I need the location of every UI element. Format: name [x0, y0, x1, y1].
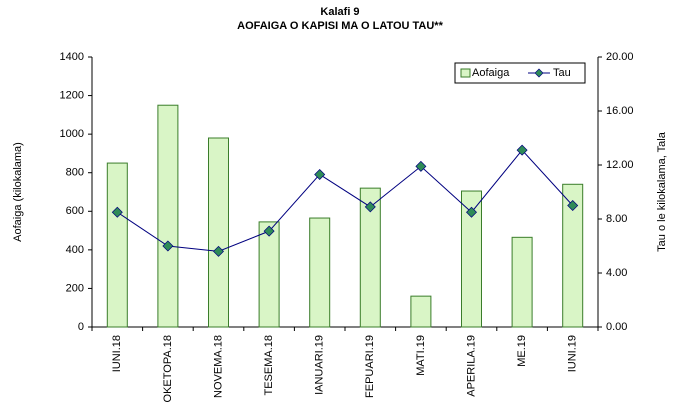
bar	[410, 295, 432, 328]
chart-title: Kalafi 9	[320, 6, 359, 18]
legend-box	[454, 62, 586, 84]
y2-tick-label: 12.00	[606, 159, 634, 171]
y2-tick-label: 0.00	[606, 321, 627, 333]
y-tick-label: 800	[66, 167, 84, 179]
chart-subtitle: AOFAIGA O KAPISI MA O LATOU TAU**	[237, 20, 443, 32]
marker	[567, 200, 579, 211]
y-tick-label: 1000	[60, 128, 84, 140]
y-tick-label: 600	[66, 205, 84, 217]
y-tick-label: 1400	[60, 51, 84, 63]
bar	[258, 221, 280, 328]
bar	[157, 104, 179, 328]
bar	[562, 183, 584, 328]
bar	[359, 187, 381, 328]
y-tick-label: 1200	[60, 89, 84, 101]
marker	[516, 144, 528, 156]
legend-marker	[534, 68, 544, 78]
x-tick-label: APERILA.19	[465, 335, 477, 397]
y-tick-label: 0	[78, 321, 84, 333]
x-tick-label: ME.19	[516, 335, 528, 367]
bar	[309, 217, 331, 328]
y2-tick-label: 20.00	[606, 51, 634, 63]
line	[117, 149, 574, 252]
marker	[111, 206, 123, 218]
y2-tick-label: 4.00	[606, 267, 627, 279]
y2-tick-label: 16.00	[606, 105, 634, 117]
marker	[263, 225, 275, 237]
y2-axis-label: Tau o le kilokalama, Tala	[656, 131, 668, 252]
bar	[461, 190, 482, 328]
x-tick-label: FEPUARI.19	[364, 335, 376, 398]
marker	[314, 168, 326, 180]
marker	[415, 160, 427, 172]
bar	[511, 236, 533, 328]
x-tick-label: IANUARI.19	[314, 335, 326, 395]
legend-label: Aofaiga	[472, 67, 510, 79]
x-tick-label: TESEMA.18	[263, 335, 275, 396]
y-axis-label: Aofaiga (kilokalama)	[12, 142, 24, 242]
x-tick-label: IUNI.19	[567, 335, 579, 372]
marker	[364, 201, 376, 213]
marker	[162, 240, 174, 252]
marker	[213, 245, 224, 257]
y2-tick-label: 8.00	[606, 213, 627, 225]
legend-label: Tau	[553, 67, 571, 79]
x-tick-label: OKETOPA.18	[162, 335, 174, 402]
bar	[106, 162, 128, 328]
legend-swatch	[460, 68, 471, 78]
x-tick-label: NOVEMA.18	[212, 335, 224, 398]
y-tick-label: 200	[66, 282, 84, 294]
x-tick-label: MATI.19	[415, 335, 427, 376]
x-tick-label: IUNI.18	[111, 335, 123, 372]
bar	[208, 137, 229, 328]
marker	[466, 206, 477, 218]
y-tick-label: 400	[66, 244, 84, 256]
